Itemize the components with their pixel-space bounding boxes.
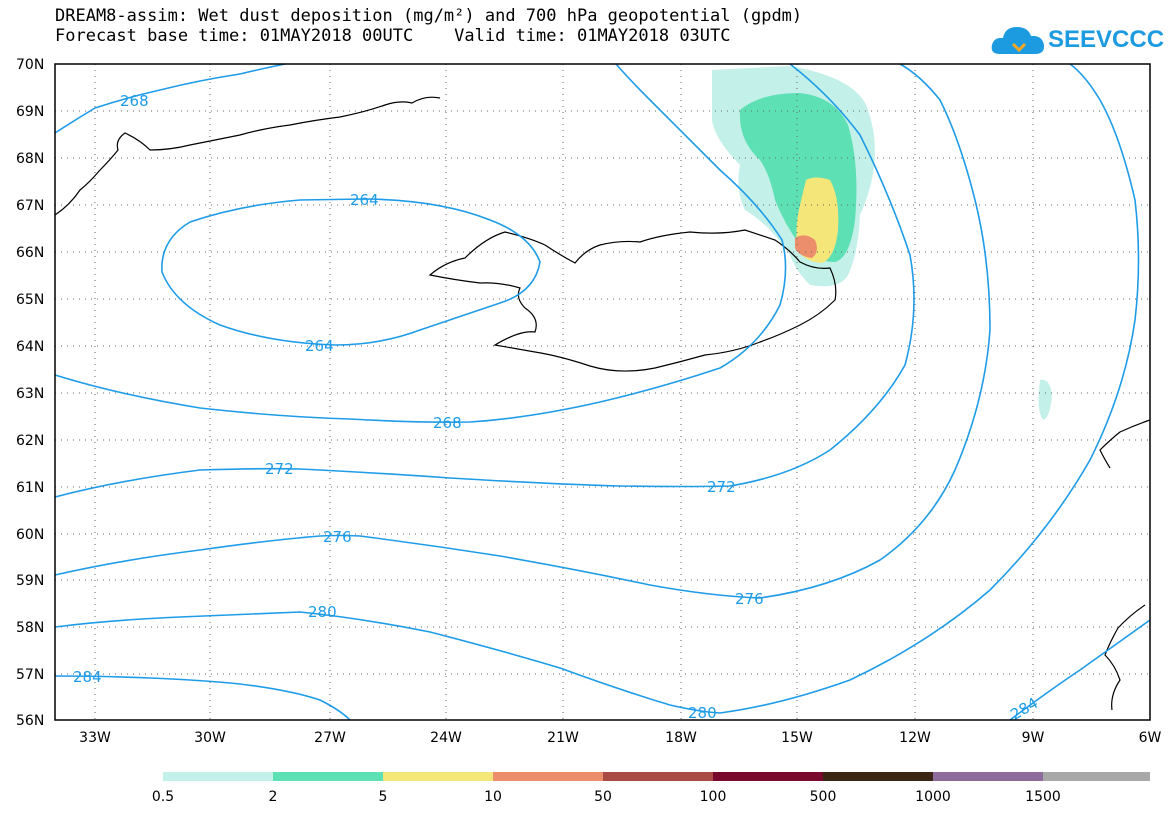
greenland-coastline [54, 96, 441, 216]
legend-swatch [713, 772, 823, 781]
contour-labels: 268 264 264 268 272 272 276 276 280 280 … [73, 92, 1041, 724]
lat-label: 67N [16, 198, 44, 214]
legend-label: 1500 [1025, 789, 1061, 805]
contour-276 [54, 63, 991, 599]
lat-label: 64N [16, 339, 44, 355]
contour-label: 280 [308, 603, 337, 621]
lat-label: 56N [16, 713, 44, 729]
lon-label: 15W [781, 730, 813, 746]
contour-label: 276 [735, 590, 764, 608]
map-title: DREAM8-assim: Wet dust deposition (mg/m²… [55, 6, 803, 26]
legend-swatch [383, 772, 493, 781]
lat-label: 66N [16, 245, 44, 261]
legend-label: 2 [269, 789, 278, 805]
contour-284-west [54, 675, 351, 721]
lat-label: 69N [16, 104, 44, 120]
cloud-icon [991, 27, 1045, 54]
lon-label: 30W [194, 730, 226, 746]
contour-268-main [54, 63, 787, 423]
legend-label: 500 [810, 789, 837, 805]
contour-label: 268 [120, 92, 149, 110]
lat-label: 57N [16, 667, 44, 683]
lat-label: 58N [16, 620, 44, 636]
contour-284-east [1009, 619, 1151, 721]
geopotential-contours [54, 63, 1151, 721]
contour-272 [54, 63, 915, 498]
lon-label: 6W [1139, 730, 1162, 746]
seevccc-logo: SEEVCCC [990, 20, 1170, 60]
lon-label: 24W [430, 730, 462, 746]
coastlines [54, 96, 1151, 711]
contour-label: 276 [323, 528, 352, 546]
contour-label: 284 [73, 668, 102, 686]
contour-label: 264 [305, 337, 334, 355]
lon-label: 27W [314, 730, 346, 746]
contour-label: 264 [350, 191, 379, 209]
lon-label: 12W [899, 730, 931, 746]
legend-swatch [273, 772, 383, 781]
legend-label: 10 [484, 789, 502, 805]
contour-label: 268 [433, 414, 462, 432]
scotland-coastline [1104, 604, 1146, 711]
map-frame [54, 63, 1151, 721]
legend-colorbar: 0.5 2 5 10 50 100 500 1000 1500 [152, 772, 1150, 805]
contour-268-north [54, 63, 286, 134]
legend-swatch [603, 772, 713, 781]
contour-label: 272 [265, 460, 294, 478]
lon-label: 21W [547, 730, 579, 746]
legend-swatch [163, 772, 273, 781]
lon-label: 9W [1022, 730, 1045, 746]
lat-label: 65N [16, 292, 44, 308]
lat-label: 60N [16, 527, 44, 543]
dust-deposition-shading [712, 66, 1052, 420]
map-subtitle: Forecast base time: 01MAY2018 00UTC Vali… [55, 26, 731, 46]
contour-label: 280 [688, 704, 717, 722]
legend-label: 100 [700, 789, 727, 805]
legend-label: 5 [379, 789, 388, 805]
legend-swatch [1043, 772, 1150, 781]
legend-swatch [933, 772, 1043, 781]
contour-280 [54, 63, 1140, 714]
legend-label: 50 [594, 789, 612, 805]
legend-swatch [493, 772, 603, 781]
deposition-area-0.5-b [1038, 379, 1052, 420]
lat-label: 68N [16, 151, 44, 167]
lon-label: 18W [665, 730, 697, 746]
lat-label: 70N [16, 57, 44, 73]
lat-label: 59N [16, 573, 44, 589]
norway-coastline [1099, 419, 1151, 469]
contour-264-low [161, 198, 541, 346]
lon-label: 33W [79, 730, 111, 746]
lat-label: 62N [16, 433, 44, 449]
graticule [55, 64, 1150, 720]
latitude-axis: 70N 69N 68N 67N 66N 65N 64N 63N 62N 61N … [16, 57, 44, 729]
lat-label: 63N [16, 386, 44, 402]
longitude-axis: 33W 30W 27W 24W 21W 18W 15W 12W 9W 6W [79, 730, 1161, 746]
logo-text: SEEVCCC [1048, 26, 1165, 53]
lat-label: 61N [16, 480, 44, 496]
legend-label: 0.5 [152, 789, 174, 805]
iceland-coastline [428, 229, 837, 372]
legend-label: 1000 [915, 789, 951, 805]
legend-swatch [823, 772, 933, 781]
contour-label: 272 [707, 478, 736, 496]
